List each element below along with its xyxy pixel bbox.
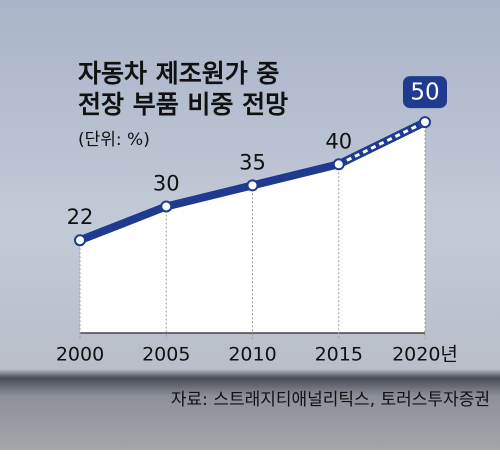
marker <box>160 200 173 213</box>
marker <box>419 116 431 129</box>
chart-title: 자동차 제조원가 중 <box>78 59 279 88</box>
x-tick-label: 2020년 <box>392 344 458 366</box>
x-tick-label: 2015 <box>315 344 363 366</box>
marker <box>74 234 86 247</box>
value-label: 50 <box>410 80 439 106</box>
chart-title: 전장 부품 비중 전망 <box>78 90 288 119</box>
subtitle: (단위: %) <box>78 130 150 150</box>
x-tick-label: 2010 <box>228 344 276 366</box>
x-tick-label: 2005 <box>142 344 190 366</box>
line <box>78 160 340 244</box>
value-label: 30 <box>153 171 180 195</box>
value-label: 22 <box>67 205 94 229</box>
label-box <box>403 76 447 109</box>
source: 자료: 스트래지티애널리틱스, 토러스투자증권 <box>171 390 490 410</box>
x-tick-label: 2000 <box>56 344 104 366</box>
forecast-dash <box>338 120 426 166</box>
value-label: 35 <box>239 150 266 174</box>
marker <box>332 158 345 171</box>
marker <box>246 179 259 192</box>
value-label: 40 <box>325 129 352 153</box>
